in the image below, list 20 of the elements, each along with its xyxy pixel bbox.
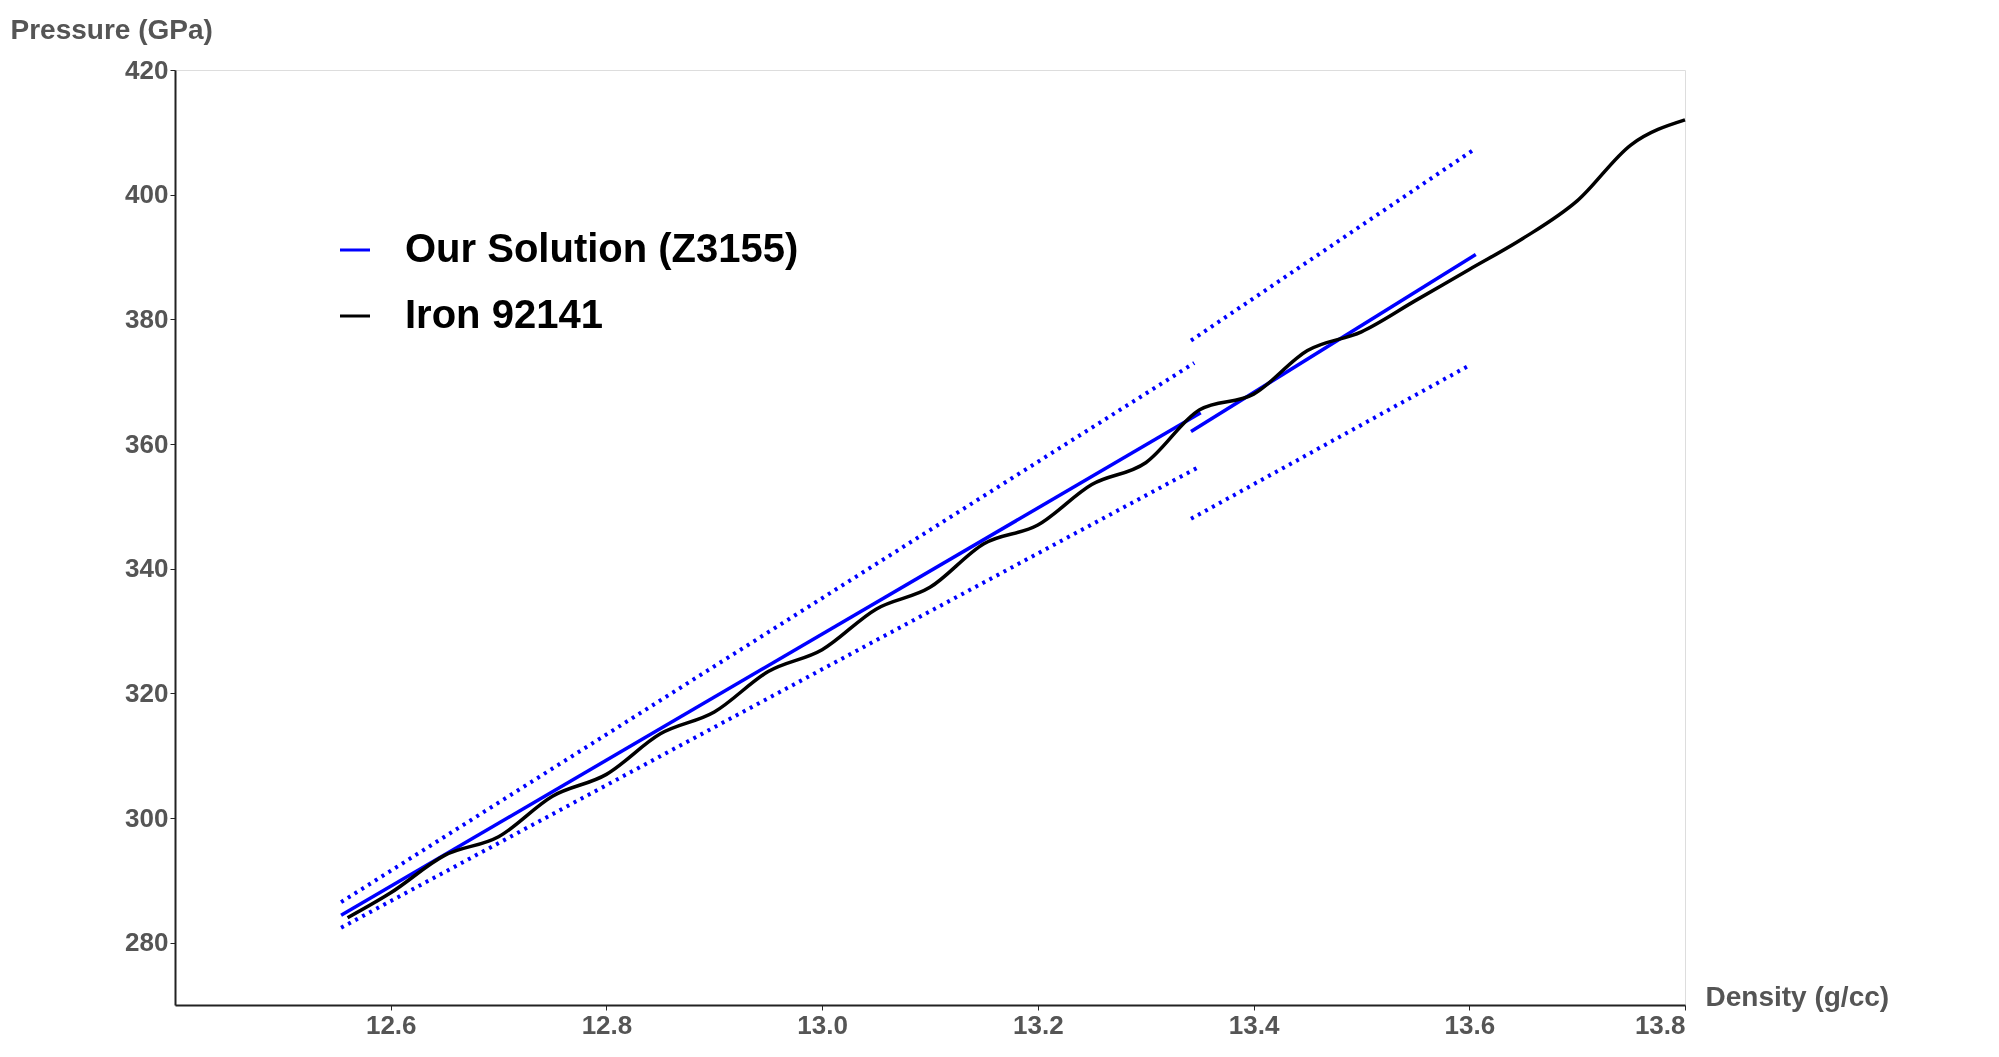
x-tick-label: 13.6 (1444, 1009, 1496, 1040)
x-tick-label: 12.8 (581, 1009, 633, 1040)
x-tick-label: 13.2 (1013, 1009, 1064, 1040)
x-tick-label: 12.6 (365, 1009, 417, 1040)
y-tick-label: 300 (125, 802, 169, 833)
y-tick-label: 320 (125, 677, 169, 708)
x-tick-label: 13.4 (1228, 1009, 1280, 1040)
line-series (345, 118, 1687, 920)
y-tick-label: 400 (125, 179, 169, 210)
y-axis-title: Pressure (GPa) (10, 13, 213, 45)
x-axis-title: Density (g/cc) (1705, 980, 1890, 1012)
y-tick-label: 280 (125, 927, 169, 958)
y-tick-label: 380 (125, 303, 169, 334)
legend-label: Our Solution (Z3155) (405, 226, 799, 270)
y-tick-label: 420 (125, 54, 169, 85)
y-tick-label: 340 (125, 553, 169, 584)
y-tick-label: 360 (125, 428, 169, 459)
x-tick-label: 13.8 (1634, 1009, 1686, 1040)
x-tick-label: 13.0 (797, 1009, 848, 1040)
legend-label: Iron 92141 (405, 292, 603, 336)
